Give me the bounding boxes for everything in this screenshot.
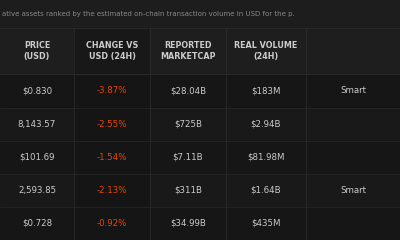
Text: -2.55%: -2.55% [97, 120, 127, 129]
Bar [0, 174, 74, 207]
Text: 2,593.85: 2,593.85 [18, 186, 56, 195]
Text: Smart: Smart [340, 186, 366, 195]
Text: $435M: $435M [251, 219, 281, 228]
Bar [306, 74, 400, 108]
Text: $28.04B: $28.04B [170, 86, 206, 96]
Text: $0.728: $0.728 [22, 219, 52, 228]
Bar [150, 28, 226, 74]
Text: -3.87%: -3.87% [97, 86, 127, 96]
Bar [150, 74, 226, 108]
Bar [226, 108, 306, 141]
Bar [306, 174, 400, 207]
Text: $725B: $725B [174, 120, 202, 129]
Bar [226, 74, 306, 108]
Text: PRICE
(USD): PRICE (USD) [24, 41, 50, 61]
Text: $0.830: $0.830 [22, 86, 52, 96]
Bar [74, 207, 150, 240]
Bar [226, 141, 306, 174]
Bar [150, 207, 226, 240]
Text: $81.98M: $81.98M [247, 153, 285, 162]
Text: CHANGE VS
USD (24H): CHANGE VS USD (24H) [86, 41, 138, 61]
Text: $34.99B: $34.99B [170, 219, 206, 228]
Text: Smart: Smart [340, 86, 366, 96]
Bar [306, 141, 400, 174]
Text: $7.11B: $7.11B [173, 153, 203, 162]
Bar [306, 108, 400, 141]
Bar [306, 207, 400, 240]
Bar [306, 28, 400, 74]
Text: -1.54%: -1.54% [97, 153, 127, 162]
Text: -2.13%: -2.13% [97, 186, 127, 195]
Bar [150, 141, 226, 174]
Bar [226, 174, 306, 207]
Bar [226, 207, 306, 240]
Bar [74, 174, 150, 207]
Bar [226, 28, 306, 74]
Bar [74, 108, 150, 141]
Text: $2.94B: $2.94B [251, 120, 281, 129]
Text: -0.92%: -0.92% [97, 219, 127, 228]
Text: REPORTED
MARKETCAP: REPORTED MARKETCAP [160, 41, 216, 61]
Bar [74, 74, 150, 108]
Bar [0, 28, 74, 74]
Bar [0, 141, 74, 174]
Text: $311B: $311B [174, 186, 202, 195]
Bar [0, 108, 74, 141]
Text: $1.64B: $1.64B [251, 186, 281, 195]
Bar [74, 28, 150, 74]
Bar [150, 108, 226, 141]
Bar [0, 0, 400, 28]
Bar [0, 207, 74, 240]
Text: 8,143.57: 8,143.57 [18, 120, 56, 129]
Text: $101.69: $101.69 [19, 153, 55, 162]
Bar [0, 74, 74, 108]
Text: ative assets ranked by the estimated on-chain transaction volume in USD for the : ative assets ranked by the estimated on-… [2, 11, 295, 17]
Bar [74, 141, 150, 174]
Text: REAL VOLUME
(24H): REAL VOLUME (24H) [234, 41, 298, 61]
Text: $183M: $183M [251, 86, 281, 96]
Bar [150, 174, 226, 207]
